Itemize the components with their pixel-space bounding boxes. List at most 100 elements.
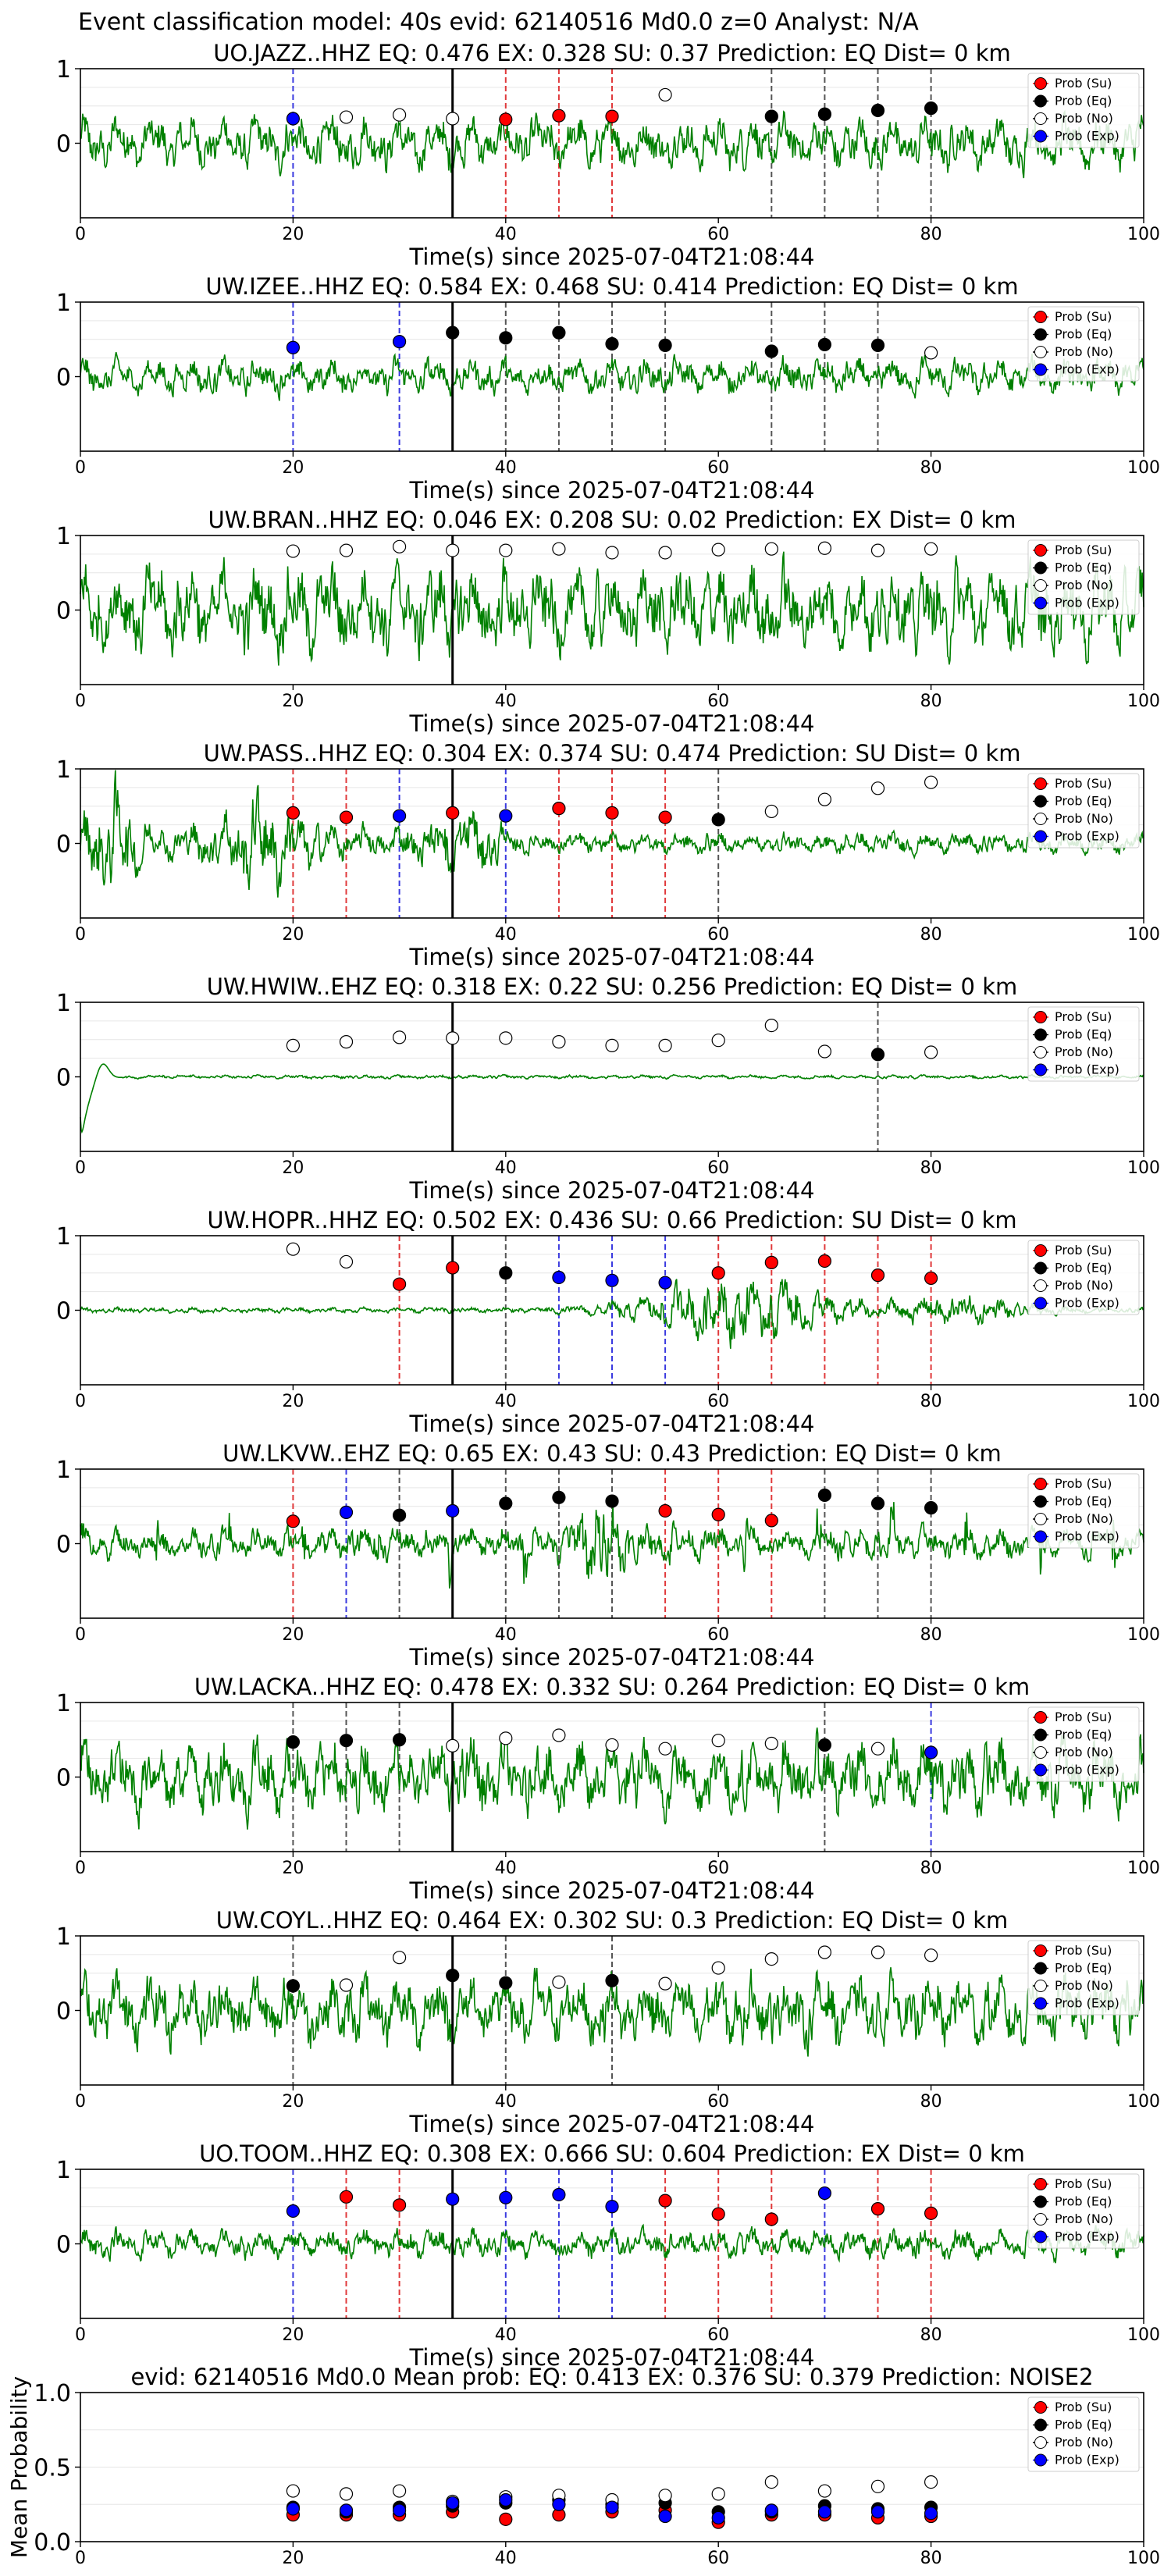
mean-prob-marker-no	[764, 2475, 778, 2489]
legend-marker-no	[1034, 1046, 1047, 1059]
mean-prob-marker-no	[286, 2484, 300, 2498]
legend: Prob (Su) Prob (Eq) Prob (No) Prob (Exp)	[1027, 1473, 1140, 1549]
panel-title: UW.HOPR..HHZ EQ: 0.502 EX: 0.436 SU: 0.6…	[207, 1207, 1016, 1233]
y-tick-label: 1	[56, 523, 71, 550]
legend: Prob (Su) Prob (Eq) Prob (No) Prob (Exp)	[1027, 1940, 1140, 2016]
legend-label-no: Prob (No)	[1055, 811, 1113, 826]
legend-marker-su	[1034, 2178, 1047, 2190]
x-tick-label: 0	[75, 2092, 86, 2112]
legend-marker-eq	[1034, 795, 1047, 808]
prob-marker-eq	[393, 1733, 407, 1747]
legend-frame	[1027, 773, 1140, 849]
legend-marker-eq	[1034, 561, 1047, 575]
prob-marker-no	[286, 1038, 300, 1052]
waveform-trace	[80, 109, 1144, 179]
x-axis-label: Time(s) since 2025-07-04T21:08:44	[409, 1411, 815, 1437]
legend-frame	[1027, 306, 1140, 382]
prob-marker-exp	[446, 2192, 460, 2206]
x-tick-label: 20	[282, 925, 304, 945]
legend-marker-eq	[1034, 2418, 1047, 2432]
legend-label-su: Prob (Su)	[1055, 776, 1112, 791]
x-tick-label: 0	[75, 2325, 86, 2345]
prob-marker-eq	[870, 1496, 885, 1510]
prob-marker-eq	[817, 107, 832, 121]
x-tick-label: 0	[75, 692, 86, 711]
x-tick-label: 60	[707, 2325, 729, 2345]
mean-prob-marker-no	[817, 2484, 832, 2498]
mean-prob-marker-exp	[393, 2503, 407, 2517]
panel-title: UO.TOOM..HHZ EQ: 0.308 EX: 0.666 SU: 0.6…	[199, 2140, 1025, 2167]
prob-marker-exp	[817, 2186, 832, 2201]
prob-marker-no	[605, 1738, 619, 1752]
legend-marker-no	[1034, 1980, 1047, 1992]
prob-marker-no	[870, 1742, 885, 1756]
legend-label-su: Prob (Su)	[1055, 1943, 1112, 1958]
legend-marker-no	[1034, 1279, 1047, 1292]
x-tick-label: 40	[495, 2325, 517, 2345]
x-tick-label: 100	[1127, 925, 1160, 945]
prob-marker-su	[552, 109, 566, 123]
panel-uo-jazz-hhz: UO.JAZZ..HHZ EQ: 0.476 EX: 0.328 SU: 0.3…	[56, 40, 1160, 270]
panel-title: UW.LACKA..HHZ EQ: 0.478 EX: 0.332 SU: 0.…	[194, 1674, 1030, 1700]
x-tick-label: 0	[75, 925, 86, 945]
x-tick-label: 60	[707, 2549, 729, 2568]
x-tick-label: 20	[282, 1859, 304, 1878]
prob-marker-eq	[499, 331, 513, 345]
legend-marker-eq	[1034, 1028, 1047, 1041]
legend: Prob (Su) Prob (Eq) Prob (No) Prob (Exp)	[1027, 539, 1140, 615]
prob-marker-exp	[339, 1505, 354, 1519]
prob-marker-eq	[286, 1979, 300, 1993]
prob-marker-exp	[499, 809, 513, 823]
mean-prob-marker-exp	[339, 2503, 354, 2517]
prob-marker-no	[924, 542, 938, 556]
prob-marker-eq	[817, 1738, 832, 1752]
x-axis-label: Time(s) since 2025-07-04T21:08:44	[409, 710, 815, 737]
x-tick-label: 60	[707, 1392, 729, 1411]
prob-marker-eq	[605, 1494, 619, 1508]
mean-prob-marker-exp	[764, 2503, 778, 2517]
prob-marker-eq	[658, 338, 672, 352]
prob-marker-eq	[499, 1266, 513, 1280]
legend: Prob (Su) Prob (Eq) Prob (No) Prob (Exp)	[1027, 1240, 1140, 1315]
panel-title: evid: 62140516 Md0.0 Mean prob: EQ: 0.41…	[130, 2364, 1093, 2390]
prob-marker-no	[924, 775, 938, 789]
prob-marker-no	[658, 1976, 672, 1991]
prob-marker-no	[764, 1952, 778, 1966]
legend-marker-eq	[1034, 1261, 1047, 1275]
x-tick-label: 80	[920, 458, 942, 478]
panel-title: UW.PASS..HHZ EQ: 0.304 EX: 0.374 SU: 0.4…	[204, 740, 1021, 767]
prob-marker-su	[339, 810, 354, 824]
prob-marker-no	[393, 1951, 407, 1965]
prob-marker-su	[711, 1507, 725, 1521]
legend-label-eq: Prob (Eq)	[1055, 327, 1112, 342]
prob-marker-no	[446, 1738, 460, 1752]
legend-marker-su	[1034, 1711, 1047, 1724]
legend-label-eq: Prob (Eq)	[1055, 1027, 1112, 1042]
legend-marker-eq	[1034, 94, 1047, 108]
legend-label-exp: Prob (Exp)	[1055, 1296, 1119, 1311]
legend-marker-no	[1034, 2436, 1047, 2449]
legend-label-su: Prob (Su)	[1055, 76, 1112, 91]
x-tick-label: 0	[75, 2549, 86, 2568]
prob-marker-no	[286, 1242, 300, 1256]
legend-label-eq: Prob (Eq)	[1055, 1727, 1112, 1742]
waveform-trace	[80, 551, 1144, 666]
x-tick-label: 60	[707, 2092, 729, 2112]
prob-marker-su	[924, 2206, 938, 2220]
waveform-trace	[80, 2223, 1144, 2264]
mean-prob-marker-exp	[817, 2505, 832, 2519]
mean-prob-marker-no	[339, 2487, 354, 2501]
x-tick-label: 80	[920, 2325, 942, 2345]
panel-uw-bran-hhz: UW.BRAN..HHZ EQ: 0.046 EX: 0.208 SU: 0.0…	[56, 507, 1160, 737]
legend-marker-exp	[1034, 130, 1047, 143]
prob-marker-eq	[817, 337, 832, 352]
prob-marker-su	[658, 1503, 672, 1518]
legend: Prob (Su) Prob (Eq) Prob (No) Prob (Exp)	[1027, 1706, 1140, 1782]
legend-label-no: Prob (No)	[1055, 1978, 1113, 1993]
prob-marker-su	[446, 1261, 460, 1275]
legend-marker-exp	[1034, 1997, 1047, 2010]
legend: Prob (Su) Prob (Eq) Prob (No) Prob (Exp)	[1027, 1006, 1140, 1082]
mean-prob-marker-exp	[658, 2509, 672, 2524]
legend-label-no: Prob (No)	[1055, 1044, 1113, 1059]
legend-marker-su	[1034, 2401, 1047, 2414]
